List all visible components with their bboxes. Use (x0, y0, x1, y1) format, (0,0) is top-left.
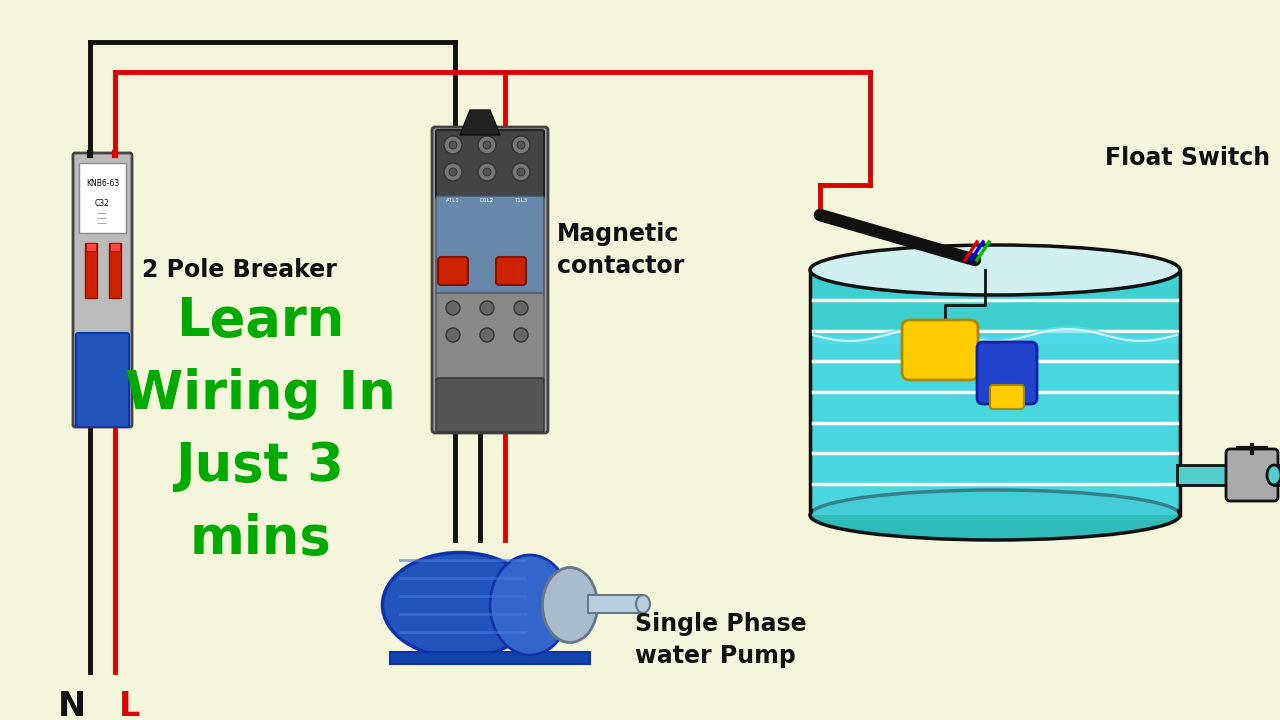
Circle shape (477, 163, 497, 181)
Text: KNB6-63: KNB6-63 (86, 179, 119, 187)
FancyBboxPatch shape (497, 257, 526, 285)
FancyBboxPatch shape (989, 385, 1024, 409)
Ellipse shape (1267, 465, 1280, 485)
FancyBboxPatch shape (977, 342, 1037, 404)
Circle shape (512, 136, 530, 154)
FancyBboxPatch shape (73, 153, 132, 427)
Bar (110, 243, 120, 251)
Bar (79, 163, 125, 233)
Circle shape (517, 168, 525, 176)
Text: ——: —— (97, 216, 108, 221)
Circle shape (480, 301, 494, 315)
Circle shape (512, 163, 530, 181)
Bar (1274, 465, 1280, 485)
Circle shape (445, 328, 460, 342)
Text: N: N (58, 690, 86, 720)
Bar (588, 595, 643, 613)
Bar (810, 270, 1180, 515)
Text: C32: C32 (95, 199, 110, 207)
FancyBboxPatch shape (438, 257, 468, 285)
Circle shape (483, 141, 492, 149)
Circle shape (445, 301, 460, 315)
Ellipse shape (810, 490, 1180, 540)
Circle shape (515, 328, 529, 342)
Circle shape (477, 136, 497, 154)
Circle shape (517, 141, 525, 149)
Polygon shape (460, 110, 500, 135)
Ellipse shape (490, 555, 570, 655)
FancyBboxPatch shape (76, 333, 129, 427)
Ellipse shape (543, 567, 598, 642)
Text: T1L3: T1L3 (515, 198, 527, 203)
FancyBboxPatch shape (1226, 449, 1277, 501)
Text: A1L1: A1L1 (447, 198, 460, 203)
Bar (86, 243, 96, 251)
FancyBboxPatch shape (902, 320, 978, 380)
Bar (109, 243, 122, 298)
FancyBboxPatch shape (436, 378, 544, 432)
Circle shape (444, 163, 462, 181)
Text: Learn
Wiring In
Just 3
mins: Learn Wiring In Just 3 mins (124, 295, 396, 564)
FancyBboxPatch shape (436, 196, 544, 295)
Circle shape (444, 136, 462, 154)
Bar (813, 335, 1178, 515)
Text: ——: —— (97, 211, 108, 216)
Ellipse shape (810, 245, 1180, 295)
Circle shape (515, 301, 529, 315)
Circle shape (483, 168, 492, 176)
Bar (84, 243, 97, 298)
Text: Float Switch: Float Switch (1105, 146, 1270, 170)
Text: D1L2: D1L2 (480, 198, 494, 203)
Text: L: L (119, 690, 141, 720)
Text: Single Phase
water Pump: Single Phase water Pump (635, 612, 806, 668)
Ellipse shape (636, 595, 650, 613)
Bar (390, 652, 590, 664)
Circle shape (449, 141, 457, 149)
Text: 2 Pole Breaker: 2 Pole Breaker (142, 258, 337, 282)
Text: Magnetic
contactor: Magnetic contactor (557, 222, 685, 278)
FancyBboxPatch shape (436, 293, 544, 382)
Text: ——: —— (97, 221, 108, 226)
Circle shape (449, 168, 457, 176)
Bar (1178, 465, 1231, 485)
FancyBboxPatch shape (433, 127, 548, 433)
Circle shape (480, 328, 494, 342)
Ellipse shape (383, 552, 538, 657)
FancyBboxPatch shape (436, 130, 544, 199)
